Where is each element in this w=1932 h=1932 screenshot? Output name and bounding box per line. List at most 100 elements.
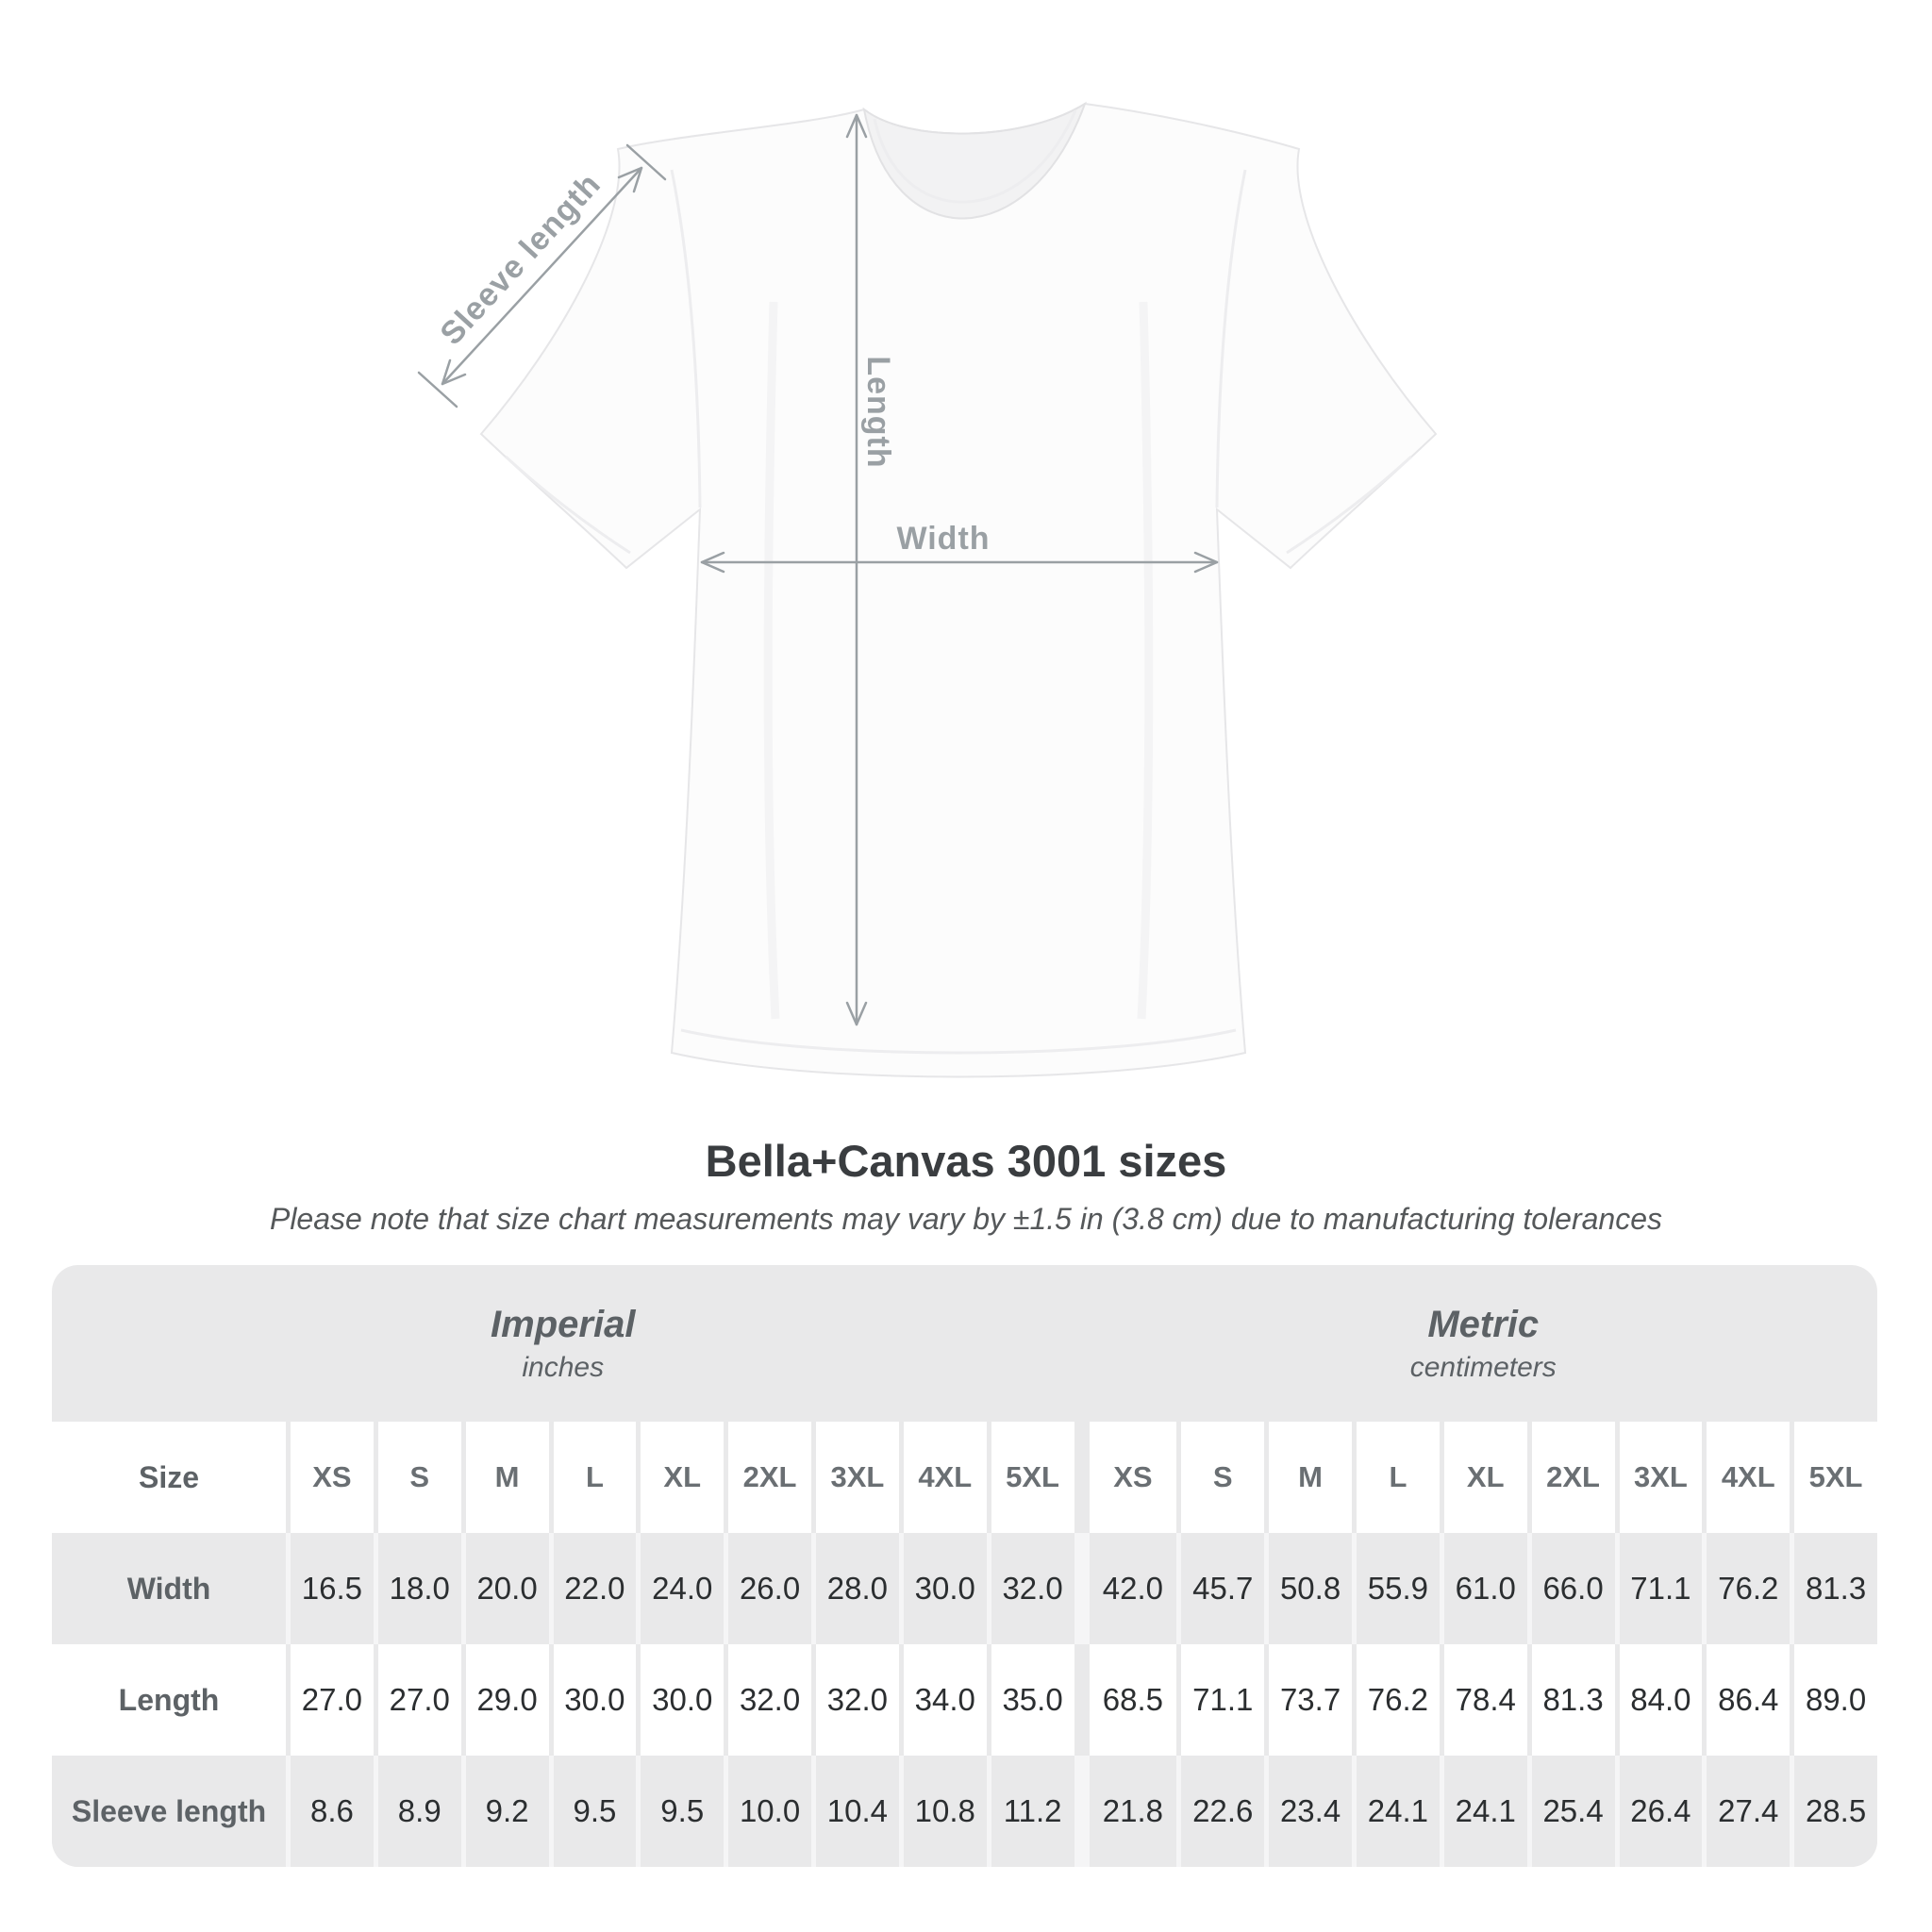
table-cell: 28.5 xyxy=(1790,1756,1877,1867)
metric-section-header: Metric centimeters xyxy=(1090,1265,1878,1422)
col-header-metric-2xl: 2XL xyxy=(1526,1422,1615,1533)
sleeve-end-tick-top xyxy=(625,143,667,181)
hem-seam xyxy=(680,1028,1237,1055)
col-header-metric-m: M xyxy=(1264,1422,1352,1533)
sleeve-end-tick-bottom xyxy=(417,371,458,408)
table-cell: 10.8 xyxy=(898,1756,987,1867)
section-divider xyxy=(1074,1756,1090,1867)
measurement-annotations xyxy=(417,113,1219,1026)
right-sleeve-seam xyxy=(1215,169,1247,508)
length-arrowhead-top xyxy=(845,113,868,139)
body-shading-right xyxy=(1137,301,1154,1020)
tshirt-measurement-diagram: Sleeve length Length Width xyxy=(417,101,1438,1078)
table-cell: 9.5 xyxy=(636,1756,724,1867)
col-header-metric-s: S xyxy=(1176,1422,1265,1533)
col-header-imperial-2xl: 2XL xyxy=(724,1422,811,1533)
table-cell: 21.8 xyxy=(1089,1756,1177,1867)
table-cell: 22.6 xyxy=(1176,1756,1265,1867)
table-cell: 9.5 xyxy=(548,1756,637,1867)
table-cell: 35.0 xyxy=(986,1644,1074,1756)
sleeve-arrowhead-bottom xyxy=(441,358,467,386)
table-cell: 34.0 xyxy=(898,1644,987,1756)
table-cell: 10.4 xyxy=(811,1756,899,1867)
table-cell: 27.0 xyxy=(373,1644,461,1756)
table-cell: 32.0 xyxy=(986,1533,1074,1644)
section-divider xyxy=(1074,1533,1090,1644)
row-label-sleeve-length: Sleeve length xyxy=(52,1756,286,1867)
table-cell: 28.0 xyxy=(811,1533,899,1644)
length-arrowhead-bottom xyxy=(845,1001,868,1026)
table-cell: 78.4 xyxy=(1439,1644,1527,1756)
left-sleeve-seam xyxy=(670,169,702,508)
size-corner-header: Size xyxy=(52,1422,286,1533)
tshirt-illustration xyxy=(479,101,1438,1078)
table-cell: 71.1 xyxy=(1176,1644,1265,1756)
table-cell: 30.0 xyxy=(548,1644,637,1756)
table-cell: 26.4 xyxy=(1614,1756,1703,1867)
left-cuff-seam xyxy=(504,455,631,555)
table-header-row: Size XS S M L XL 2XL 3XL 4XL 5XL XS S M … xyxy=(52,1422,1877,1533)
table-cell: 26.0 xyxy=(724,1533,811,1644)
section-divider xyxy=(1074,1644,1090,1756)
table-cell: 10.0 xyxy=(724,1756,811,1867)
table-cell: 9.2 xyxy=(460,1756,549,1867)
col-header-metric-xl: XL xyxy=(1439,1422,1527,1533)
table-cell: 66.0 xyxy=(1526,1533,1615,1644)
col-header-imperial-m: M xyxy=(460,1422,549,1533)
table-cell: 68.5 xyxy=(1089,1644,1177,1756)
table-cell: 29.0 xyxy=(460,1644,549,1756)
table-cell: 45.7 xyxy=(1176,1533,1265,1644)
row-label-width: Width xyxy=(52,1533,286,1644)
metric-label: Metric xyxy=(1427,1303,1540,1345)
right-cuff-seam xyxy=(1286,455,1413,555)
table-cell: 86.4 xyxy=(1702,1644,1790,1756)
table-cell: 76.2 xyxy=(1702,1533,1790,1644)
table-cell: 11.2 xyxy=(986,1756,1074,1867)
section-divider xyxy=(1074,1422,1090,1533)
width-arrowhead-left xyxy=(700,551,725,574)
col-header-imperial-l: L xyxy=(548,1422,637,1533)
table-cell: 8.9 xyxy=(373,1756,461,1867)
table-cell: 50.8 xyxy=(1264,1533,1352,1644)
imperial-section-header: Imperial inches xyxy=(52,1265,1074,1422)
table-cell: 24.1 xyxy=(1439,1756,1527,1867)
table-cell: 32.0 xyxy=(811,1644,899,1756)
length-label: Length xyxy=(860,356,896,468)
col-header-metric-5xl: 5XL xyxy=(1790,1422,1877,1533)
section-divider xyxy=(1074,1265,1090,1422)
tolerance-note: Please note that size chart measurements… xyxy=(269,1202,1663,1236)
col-header-imperial-xs: XS xyxy=(286,1422,374,1533)
col-header-imperial-3xl: 3XL xyxy=(811,1422,899,1533)
table-cell: 84.0 xyxy=(1614,1644,1703,1756)
table-cell: 76.2 xyxy=(1352,1644,1440,1756)
collar-band-seam xyxy=(873,109,1077,204)
table-cell: 16.5 xyxy=(286,1533,374,1644)
table-cell: 61.0 xyxy=(1439,1533,1527,1644)
col-header-metric-l: L xyxy=(1352,1422,1440,1533)
table-cell: 24.0 xyxy=(636,1533,724,1644)
table-cell: 22.0 xyxy=(548,1533,637,1644)
table-cell: 27.4 xyxy=(1702,1756,1790,1867)
table-cell: 73.7 xyxy=(1264,1644,1352,1756)
table-row-sleeve-length: Sleeve length 8.6 8.9 9.2 9.5 9.5 10.0 1… xyxy=(52,1756,1877,1867)
table-cell: 71.1 xyxy=(1614,1533,1703,1644)
col-header-imperial-4xl: 4XL xyxy=(898,1422,987,1533)
col-header-metric-4xl: 4XL xyxy=(1702,1422,1790,1533)
size-chart-table: Imperial inches Metric centimeters Size … xyxy=(52,1265,1877,1867)
table-cell: 30.0 xyxy=(898,1533,987,1644)
table-cell: 25.4 xyxy=(1526,1756,1615,1867)
table-row-length: Length 27.0 27.0 29.0 30.0 30.0 32.0 32.… xyxy=(52,1644,1877,1756)
table-cell: 81.3 xyxy=(1790,1533,1877,1644)
col-header-metric-3xl: 3XL xyxy=(1614,1422,1703,1533)
table-cell: 89.0 xyxy=(1790,1644,1877,1756)
sleeve-length-arrow xyxy=(441,166,643,386)
table-cell: 23.4 xyxy=(1264,1756,1352,1867)
table-cell: 81.3 xyxy=(1526,1644,1615,1756)
body-shading-left xyxy=(763,301,780,1020)
table-cell: 18.0 xyxy=(373,1533,461,1644)
table-cell: 32.0 xyxy=(724,1644,811,1756)
page-title: Bella+Canvas 3001 sizes xyxy=(705,1136,1227,1186)
tshirt-body xyxy=(479,102,1438,1078)
col-header-metric-xs: XS xyxy=(1089,1422,1177,1533)
width-label: Width xyxy=(896,521,990,557)
